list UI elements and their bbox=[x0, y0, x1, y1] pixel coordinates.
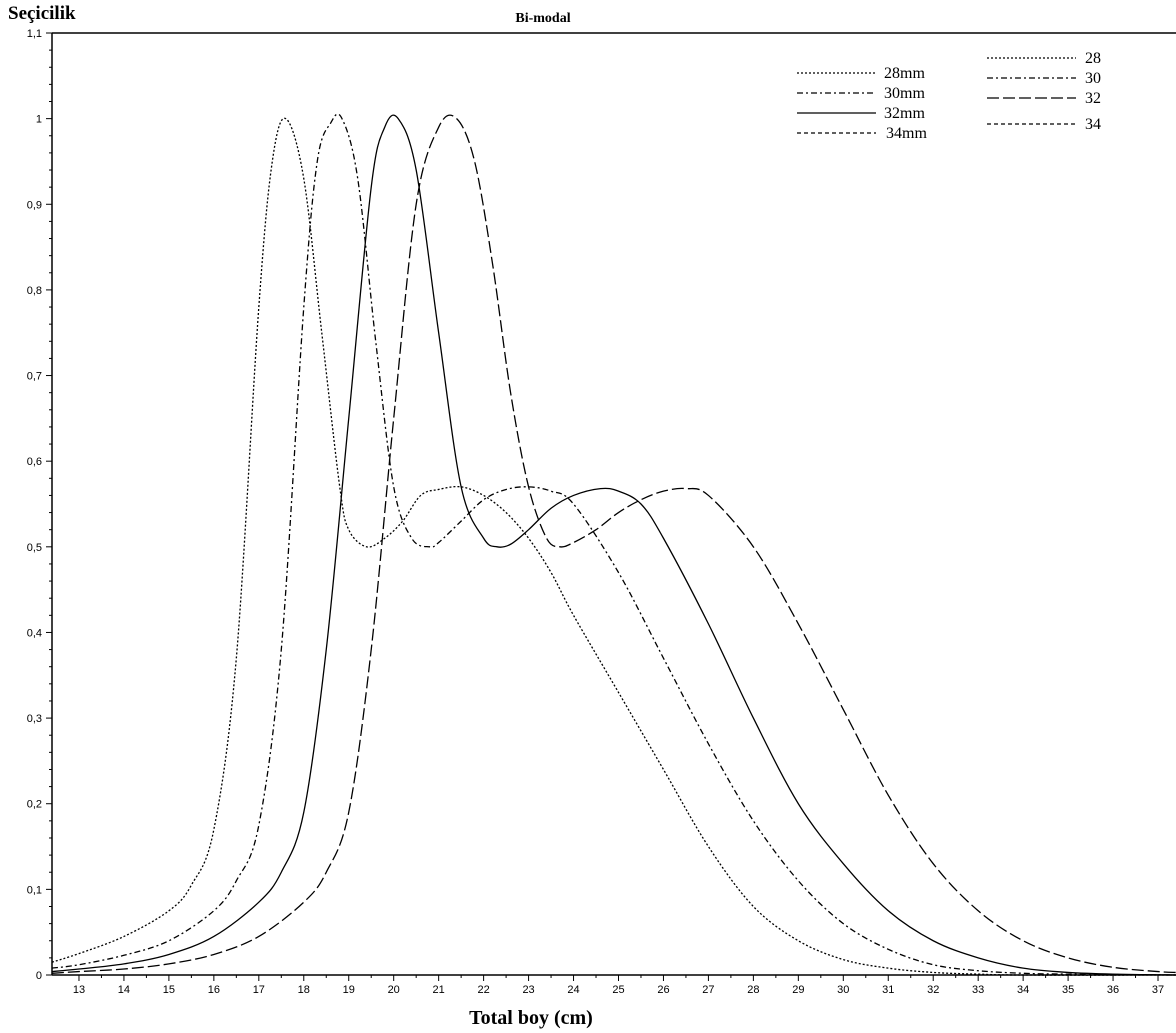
x-tick-label: 28 bbox=[747, 984, 759, 996]
x-tick-label: 14 bbox=[118, 984, 130, 996]
legend-right-label: 28 bbox=[1085, 50, 1101, 67]
x-tick-label: 20 bbox=[388, 984, 400, 996]
series-34mm-line bbox=[51, 114, 1176, 974]
x-tick-label: 33 bbox=[972, 984, 984, 996]
x-tick-label: 32 bbox=[927, 984, 939, 996]
x-tick-label: 27 bbox=[702, 984, 714, 996]
x-tick-label: 25 bbox=[612, 984, 624, 996]
y-tick-label: 0,9 bbox=[27, 199, 42, 211]
x-tick-label: 13 bbox=[73, 984, 85, 996]
legend-right-label: 34 bbox=[1085, 116, 1101, 133]
axes bbox=[51, 32, 1176, 976]
legend: 28mm 30mm 32mm 34mm 28 30 32 34 bbox=[797, 50, 1101, 142]
y-tick-label: 0,2 bbox=[27, 799, 42, 811]
x-tick-label: 15 bbox=[163, 984, 175, 996]
y-axis-label: Seçicilik bbox=[8, 3, 76, 24]
x-tick-label: 18 bbox=[298, 984, 310, 996]
legend-right-label: 30 bbox=[1085, 70, 1101, 87]
x-axis-label: Total boy (cm) bbox=[469, 1007, 593, 1029]
series-28mm-line bbox=[51, 117, 1176, 976]
x-tick-label: 35 bbox=[1062, 984, 1074, 996]
legend-left-label: 32mm bbox=[884, 105, 925, 122]
y-tick-label: 1,1 bbox=[27, 28, 42, 40]
x-tick-label: 17 bbox=[253, 984, 265, 996]
legend-right-label: 32 bbox=[1085, 90, 1101, 107]
curves bbox=[51, 113, 1176, 976]
x-tick-label: 21 bbox=[433, 984, 445, 996]
x-tick-label: 19 bbox=[343, 984, 355, 996]
x-tick-label: 24 bbox=[567, 984, 579, 996]
y-tick-label: 0,8 bbox=[27, 285, 42, 297]
y-tick-label: 0,7 bbox=[27, 371, 42, 383]
x-tick-label: 16 bbox=[208, 984, 220, 996]
legend-left-label: 30mm bbox=[884, 85, 925, 102]
x-tick-label: 34 bbox=[1017, 984, 1029, 996]
axis-ticks: 13 14 15 16 17 18 19 20 21 22 23 24 25 26 27 28 29 30 31 32… bbox=[27, 28, 1164, 996]
series-30mm-line bbox=[51, 113, 1176, 976]
x-tick-label: 30 bbox=[837, 984, 849, 996]
y-tick-label: 0,6 bbox=[27, 456, 42, 468]
y-tick-label: 0,1 bbox=[27, 884, 42, 896]
x-tick-label: 29 bbox=[792, 984, 804, 996]
series-32mm-line bbox=[51, 114, 1176, 976]
x-tick-label: 26 bbox=[657, 984, 669, 996]
legend-left-label: 34mm bbox=[886, 125, 927, 142]
chart-title: Bi-modal bbox=[515, 11, 570, 26]
y-tick-label: 1 bbox=[36, 114, 42, 126]
x-tick-label: 37 bbox=[1152, 984, 1164, 996]
x-tick-label: 31 bbox=[882, 984, 894, 996]
y-tick-label: 0,4 bbox=[27, 627, 42, 639]
legend-left-label: 28mm bbox=[884, 65, 925, 82]
x-tick-label: 22 bbox=[477, 984, 489, 996]
x-tick-label: 36 bbox=[1107, 984, 1119, 996]
x-tick-label: 23 bbox=[522, 984, 534, 996]
y-tick-label: 0,5 bbox=[27, 542, 42, 554]
y-tick-label: 0,3 bbox=[27, 713, 42, 725]
y-tick-label: 0 bbox=[36, 970, 42, 982]
